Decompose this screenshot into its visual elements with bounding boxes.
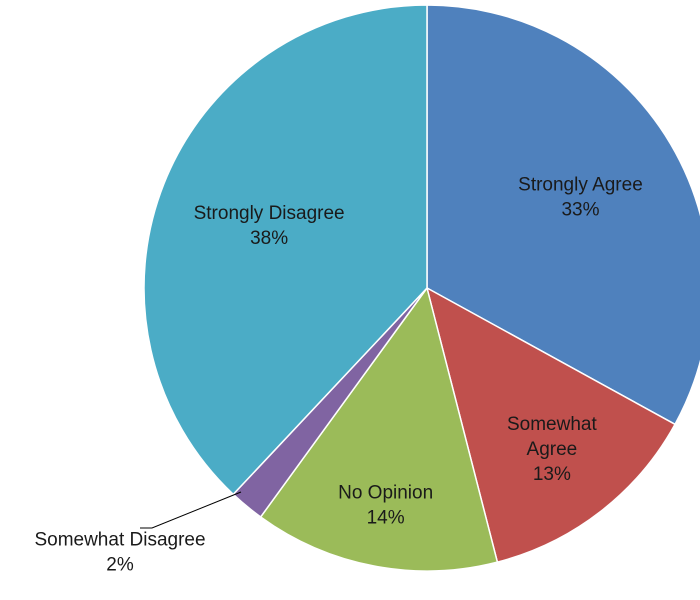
data-label-percent-no-opinion: 14% [367,507,405,528]
data-label-name-somewhat-disagree: Somewhat Disagree [34,530,205,551]
data-label-percent-somewhat-agree: 13% [533,464,571,485]
data-label-strongly-agree: Strongly Agree 33% [518,175,643,221]
data-label-percent-strongly-agree: 33% [561,200,599,221]
data-label-name-strongly-disagree: Strongly Disagree [194,203,345,224]
data-label-name-no-opinion: No Opinion [338,482,433,503]
slice-no-opinion [259,286,499,572]
data-label-name-somewhat-agree: Somewhat [507,414,597,435]
data-label-somewhat-agree: Somewhat Agree 13% [507,414,597,485]
data-label-percent-strongly-disagree: 38% [250,228,288,249]
data-label-percent-somewhat-disagree: 2% [106,555,134,576]
data-label-strongly-disagree: Strongly Disagree 38% [194,203,345,249]
slice-strongly-disagree [143,4,428,496]
data-label-no-opinion: No Opinion 14% [338,482,433,528]
leader-line-somewhat-disagree [140,491,242,529]
data-label-somewhat-disagree: Somewhat Disagree 2% [34,530,205,576]
slice-somewhat-agree [425,286,677,564]
data-label-name-strongly-agree: Strongly Agree [518,175,643,196]
slice-strongly-agree [426,4,700,426]
data-label-name-somewhat-agree: Agree [527,439,578,460]
